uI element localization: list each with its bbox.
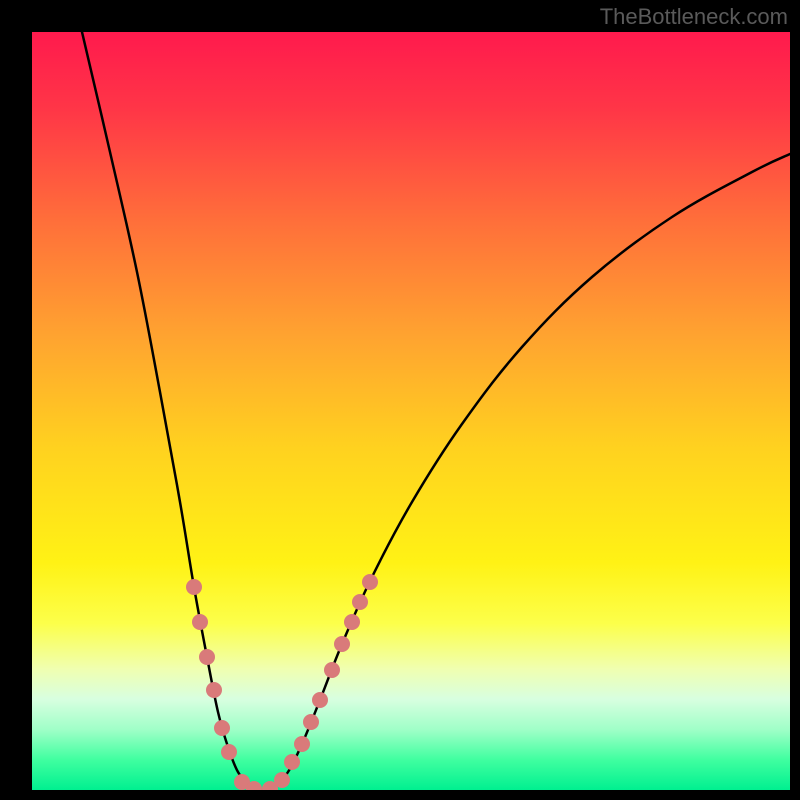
data-marker [199, 649, 215, 665]
data-marker [312, 692, 328, 708]
data-marker [344, 614, 360, 630]
data-marker [221, 744, 237, 760]
data-marker [274, 772, 290, 788]
data-marker [352, 594, 368, 610]
data-marker [186, 579, 202, 595]
data-marker [246, 781, 262, 790]
data-marker [334, 636, 350, 652]
data-marker [206, 682, 222, 698]
data-marker [324, 662, 340, 678]
data-marker [294, 736, 310, 752]
data-marker [303, 714, 319, 730]
data-marker [214, 720, 230, 736]
curve-layer [32, 32, 790, 790]
data-marker [362, 574, 378, 590]
curve-left-branch [82, 32, 262, 790]
curve-right-branch [262, 154, 790, 790]
data-marker [284, 754, 300, 770]
plot-area [32, 32, 790, 790]
data-marker [192, 614, 208, 630]
watermark-text: TheBottleneck.com [600, 4, 788, 30]
